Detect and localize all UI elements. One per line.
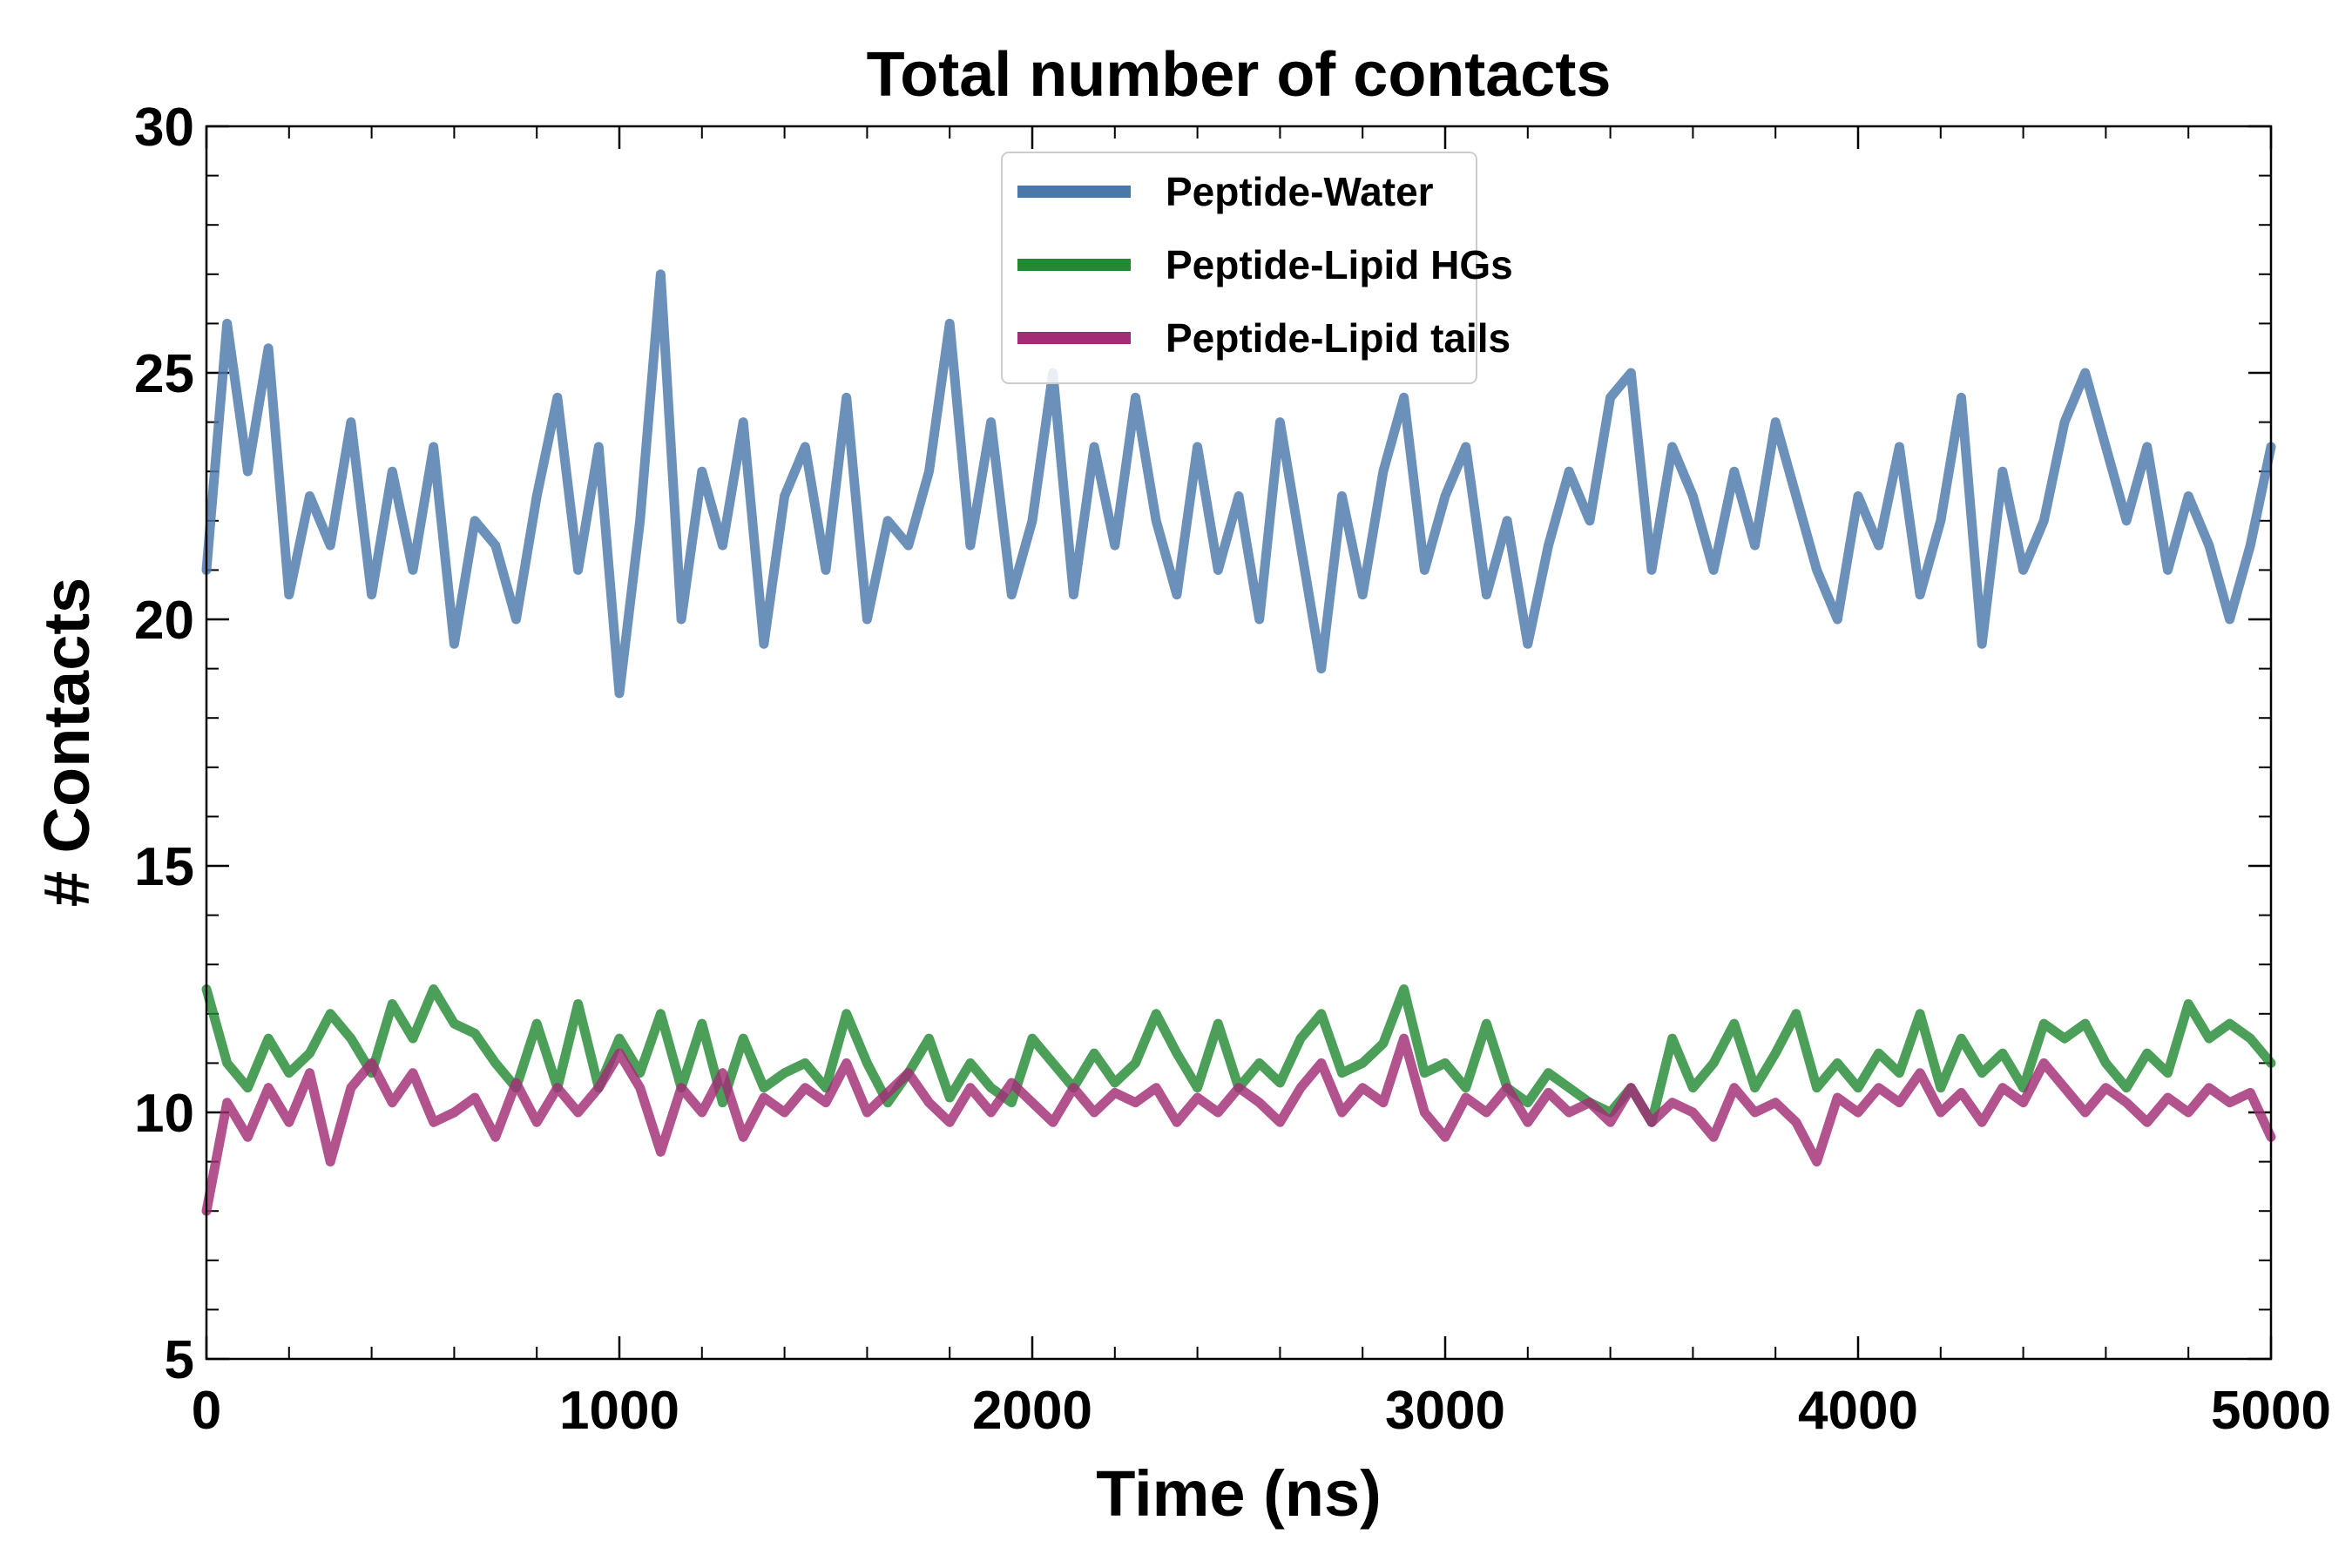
legend-label: Peptide-Lipid tails	[1166, 315, 1511, 361]
series-lines	[201, 269, 2276, 1216]
legend-box	[1001, 152, 1477, 384]
x-tick-label: 4000	[1798, 1381, 1918, 1441]
y-tick-label: 20	[134, 591, 194, 651]
x-tick-label: 2000	[972, 1381, 1092, 1441]
y-axis-title: # Contacts	[30, 578, 103, 907]
legend: Peptide-Water Peptide-Lipid HGs Peptide-Li…	[1001, 152, 1513, 384]
x-tick-label: 5000	[2211, 1381, 2331, 1441]
series-line-peptide-lipid-hgs	[201, 984, 2276, 1127]
chart-title: Total number of contacts	[867, 40, 1612, 110]
x-tick-label: 1000	[559, 1381, 679, 1441]
y-tick-label: 30	[134, 98, 194, 158]
tick-labels: 0 1000 2000 3000 4000 5000 5 10 15 20 25 30	[134, 98, 2331, 1441]
plot-frame	[205, 125, 2273, 1361]
legend-label: Peptide-Water	[1166, 169, 1434, 214]
y-tick-label: 15	[134, 837, 194, 897]
y-tick-label: 25	[134, 344, 194, 404]
y-tick-label: 10	[134, 1084, 194, 1144]
x-axis-title: Time (ns)	[1096, 1457, 1382, 1530]
x-tick-label: 0	[192, 1381, 221, 1441]
series-line-peptide-lipid-tails	[201, 1033, 2276, 1216]
series-line-peptide-water	[201, 269, 2276, 699]
y-tick-label: 5	[165, 1330, 194, 1390]
legend-label: Peptide-Lipid HGs	[1166, 242, 1513, 287]
x-tick-label: 3000	[1385, 1381, 1505, 1441]
